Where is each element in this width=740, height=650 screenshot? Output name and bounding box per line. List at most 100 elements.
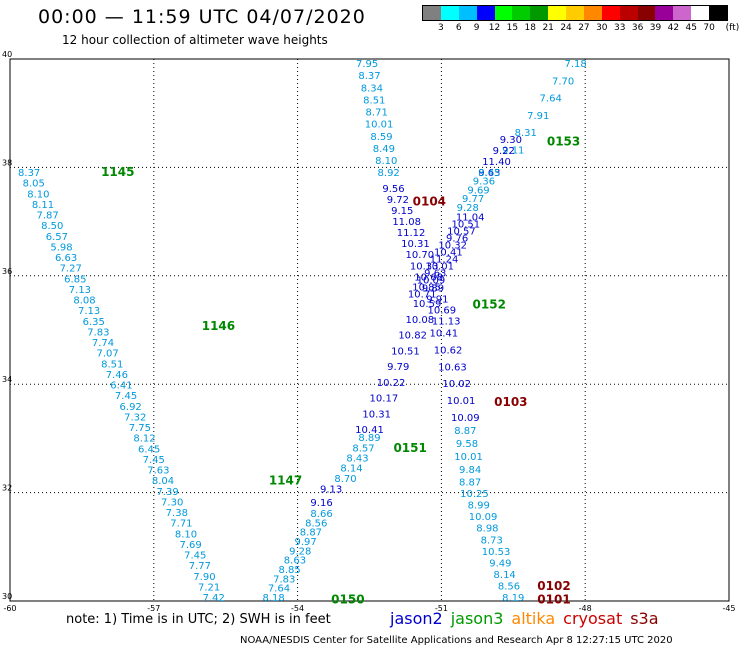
- wave-height-value: 6.57: [46, 232, 68, 243]
- y-tick-label: 32: [2, 484, 12, 493]
- wave-height-value: 10.51: [391, 346, 420, 357]
- wave-height-value: 9.28: [289, 546, 311, 557]
- wave-height-value: 7.18: [564, 59, 586, 70]
- wave-height-value: 9.36: [473, 177, 495, 188]
- wave-height-value: 10.17: [370, 394, 399, 405]
- legend-tick-label: 45: [685, 23, 697, 33]
- y-tick-label: 36: [2, 267, 12, 276]
- legend-swatch: [673, 6, 692, 20]
- x-tick-label: -45: [722, 604, 735, 613]
- wave-height-value: 9.79: [387, 362, 409, 373]
- wave-height-value: 8.87: [454, 426, 476, 437]
- wave-height-value: 10.02: [442, 379, 471, 390]
- wave-height-value: 8.37: [358, 71, 380, 82]
- wave-height-value: 10.71: [408, 289, 437, 300]
- wave-height-value: 10.32: [438, 241, 467, 252]
- pass-label: 0153: [547, 135, 580, 149]
- pass-label: 0102: [537, 579, 570, 593]
- satellite-name: s3a: [630, 609, 659, 628]
- wave-height-value: 7.38: [166, 508, 188, 519]
- page-title: 00:00 — 11:59 UTC 04/07/2020: [38, 6, 366, 28]
- legend-unit: (ft): [725, 23, 740, 33]
- wave-height-value: 11.12: [397, 228, 426, 239]
- wave-height-value: 8.04: [152, 476, 174, 487]
- satellite-name: jason3: [450, 609, 504, 628]
- legend-color-bar: [422, 5, 728, 21]
- satellite-name: jason2: [390, 609, 443, 628]
- pass-label: 0104: [413, 194, 446, 208]
- x-tick-label: -54: [291, 604, 304, 613]
- wave-height-value: 6.63: [55, 253, 77, 264]
- note-text: note: 1) Time is in UTC; 2) SWH is in fe…: [66, 612, 331, 627]
- legend-tick-label: 33: [613, 23, 626, 33]
- wave-height-value: 7.83: [87, 327, 109, 338]
- pass-label: 1147: [269, 473, 302, 487]
- wave-height-value: 7.77: [189, 561, 211, 572]
- wave-height-value: 8.12: [133, 434, 155, 445]
- wave-height-value: 10.85: [412, 282, 441, 293]
- wave-height-value: 10.68: [414, 272, 443, 283]
- wave-height-value: 8.51: [363, 95, 385, 106]
- wave-height-value: 10.22: [377, 378, 406, 389]
- pass-label: 1145: [101, 165, 134, 179]
- color-legend: (ft) 3 6 9 12 15 18 21 24 27 30 33 36 39 42 45 70: [422, 5, 739, 35]
- wave-height-value: 8.85: [278, 565, 300, 576]
- wave-height-value: 9.63: [424, 268, 446, 279]
- wave-height-value: 9.76: [446, 234, 468, 245]
- wave-height-value: 8.56: [305, 518, 327, 529]
- wave-height-value: 7.91: [527, 111, 549, 122]
- wave-height-value: 11.24: [430, 254, 459, 265]
- legend-tick-label: 21: [542, 23, 554, 33]
- wave-height-value: 9.30: [500, 135, 522, 146]
- wave-height-value: 10.62: [434, 345, 463, 356]
- wave-height-value: 8.37: [18, 168, 40, 179]
- altimeter-tracks: 8.378.058.108.117.878.506.575.986.637.27…: [18, 59, 587, 604]
- wave-height-value: 9.97: [294, 537, 316, 548]
- wave-height-value: 8.45: [478, 168, 500, 179]
- legend-tick-label: 24: [560, 23, 572, 33]
- wave-height-value: 9.89: [422, 283, 444, 294]
- wave-height-value: 9.91: [426, 294, 448, 305]
- wave-height-value: 7.71: [170, 519, 192, 530]
- legend-tick-label: 70: [703, 23, 715, 33]
- pass-labels: 1145 1146 1147 0150 0151 0152 0153 0104 0103 0102…: [101, 135, 580, 607]
- x-tick-label: -57: [147, 604, 160, 613]
- wave-height-value: 5.98: [50, 242, 72, 253]
- wave-height-value: 6.41: [110, 381, 132, 392]
- wave-height-value: 7.74: [92, 338, 114, 349]
- x-tick-label: -48: [579, 604, 592, 613]
- wave-height-value: 11.40: [482, 157, 511, 168]
- legend-swatch: [566, 6, 584, 20]
- y-tick-label: 34: [2, 375, 12, 384]
- wave-height-value: 9.13: [320, 485, 342, 496]
- wave-height-value: 7.75: [129, 423, 151, 434]
- wave-height-value: 8.71: [366, 108, 388, 119]
- wave-height-value: 8.59: [370, 132, 392, 143]
- wave-height-value: 10.69: [427, 306, 456, 317]
- wave-height-value: 7.21: [198, 582, 220, 593]
- wave-height-value: 8.99: [468, 501, 490, 512]
- map-frame: [9, 58, 730, 602]
- legend-tick-label: 9: [473, 23, 480, 33]
- satellite-legend: jason2 jason3 altika cryosat s3a: [390, 609, 667, 628]
- legend-tick-label: 42: [667, 23, 680, 33]
- y-tick-label: 30: [2, 592, 12, 601]
- wave-height-value: 8.19: [502, 593, 524, 604]
- pass-label: 1146: [202, 319, 235, 333]
- wave-height-value: 8.10: [175, 529, 197, 540]
- legend-tick-label: 39: [649, 23, 662, 33]
- wave-height-value: 8.43: [346, 453, 368, 464]
- wave-height-value: 8.10: [27, 189, 49, 200]
- wave-height-value: 10.41: [429, 329, 458, 340]
- wave-height-value: 8.08: [73, 296, 95, 307]
- wave-height-value: 7.90: [193, 572, 215, 583]
- wave-height-value: 9.28: [457, 203, 479, 214]
- wave-height-value: 8.66: [310, 509, 332, 520]
- wave-height-value: 6.45: [138, 444, 160, 455]
- wave-height-value: 10.63: [438, 362, 467, 373]
- footer-credit: NOAA/NESDIS Center for Satellite Applica…: [240, 635, 673, 646]
- legend-tick-label: 27: [578, 23, 590, 33]
- wave-height-value: 8.57: [352, 443, 374, 454]
- legend-swatch: [691, 6, 709, 20]
